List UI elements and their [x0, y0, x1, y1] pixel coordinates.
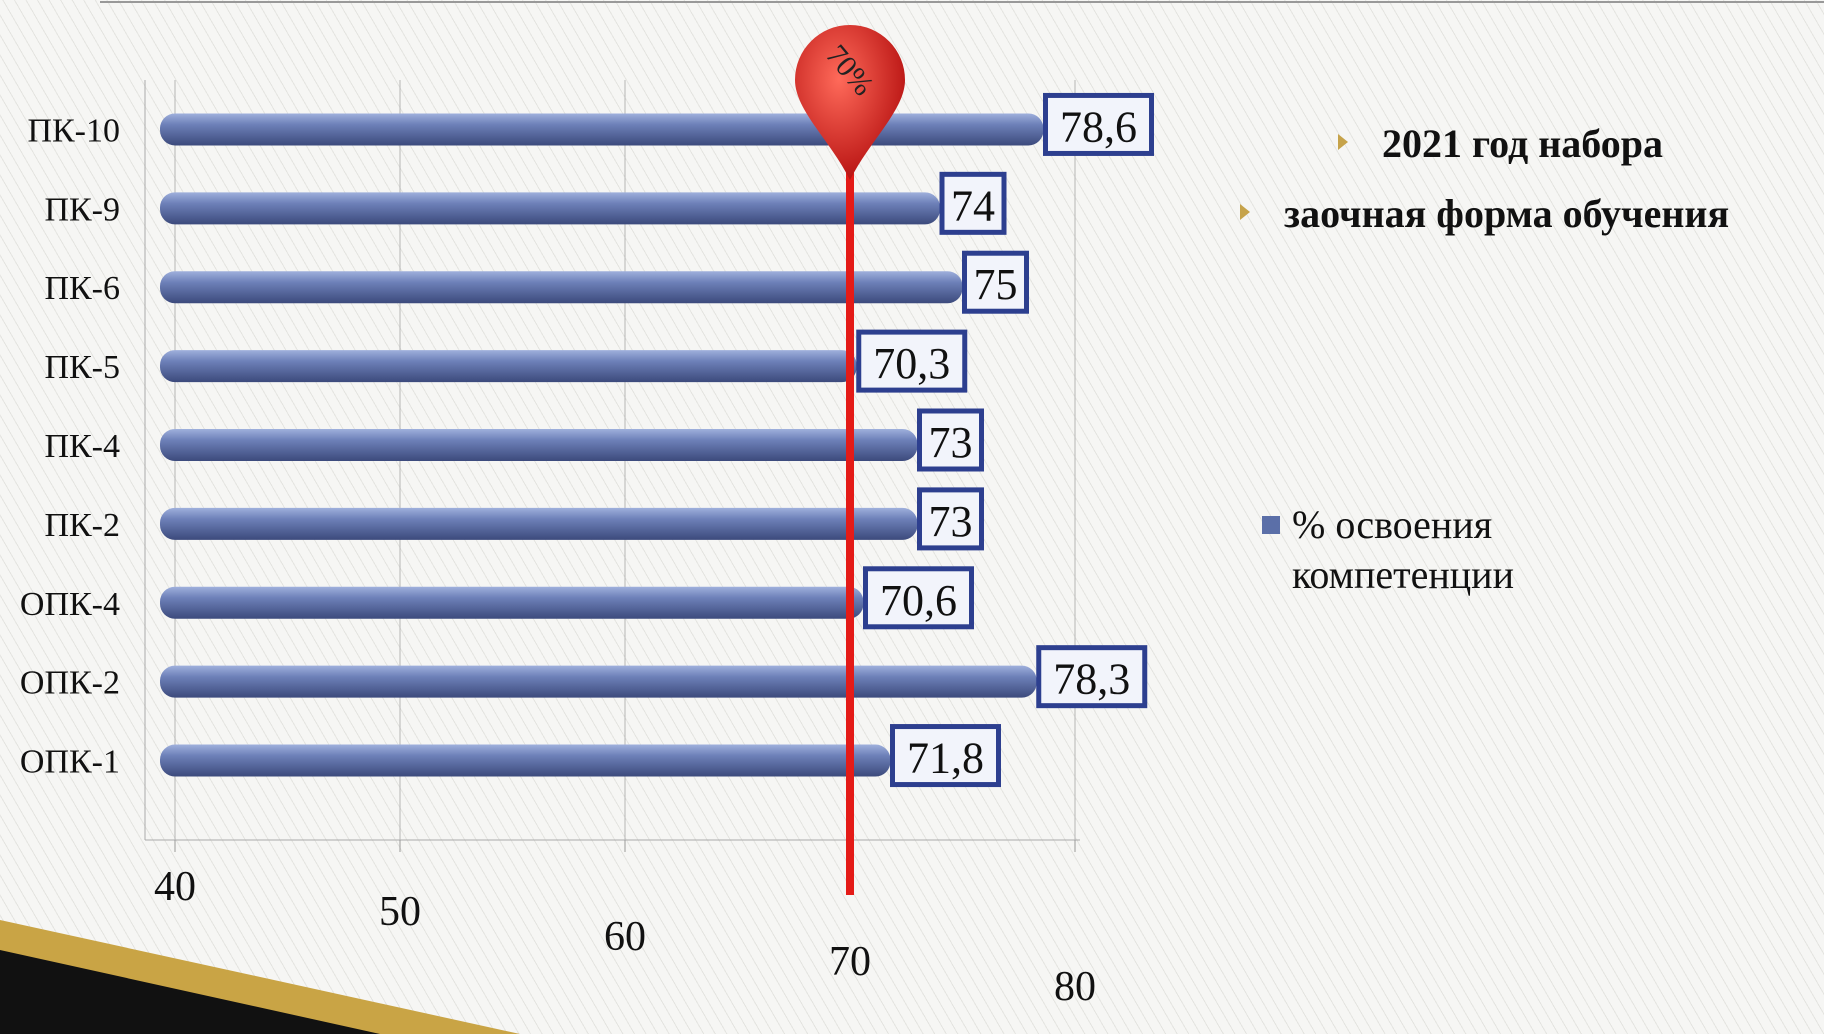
- x-tick-label: 60: [604, 914, 646, 960]
- y-tick-label: ОПК-2: [20, 665, 120, 702]
- value-label-box: 73: [917, 487, 984, 551]
- reference-pin: [794, 24, 905, 180]
- value-label-frame: [1036, 645, 1148, 709]
- value-label-box: 73: [917, 408, 984, 472]
- value-label: 74: [951, 181, 995, 230]
- value-label-frame: [962, 250, 1029, 314]
- y-tick-label: ОПК-4: [20, 586, 120, 623]
- value-label-box: 74: [939, 171, 1007, 235]
- value-label-frame: [863, 566, 974, 630]
- value-label: 78,6: [1060, 102, 1137, 151]
- bullet: заочная форма обучения: [1239, 191, 1730, 236]
- value-label-frame: [890, 724, 1001, 788]
- bar: [160, 665, 1037, 698]
- value-label-frame: [917, 408, 984, 472]
- x-tick-label: 40: [154, 864, 196, 910]
- value-label-box: 71,8: [890, 724, 1001, 788]
- y-tick-label: ПК-9: [44, 191, 120, 228]
- legend: % освоения компетенции: [1262, 500, 1622, 600]
- value-label: 73: [929, 497, 973, 546]
- decor-wedge-dark: [0, 950, 380, 1034]
- x-tick-label: 80: [1054, 964, 1096, 1010]
- bar: [160, 744, 891, 777]
- y-tick-label: ПК-2: [44, 507, 120, 544]
- y-tick-label: ПК-5: [44, 349, 120, 386]
- value-label-frame: [917, 487, 984, 551]
- bar: [160, 507, 918, 540]
- value-label: 73: [929, 418, 973, 467]
- y-tick-label: ОПК-1: [20, 744, 120, 781]
- bar: [160, 113, 1044, 146]
- value-label-box: 70,3: [856, 329, 968, 393]
- value-label: 70,3: [873, 339, 950, 388]
- value-label-frame: [939, 171, 1007, 235]
- bar: [160, 429, 918, 461]
- x-tick-label: 70: [829, 939, 871, 985]
- value-label-box: 75: [962, 250, 1029, 314]
- legend-label: % освоения компетенции: [1292, 502, 1514, 597]
- value-label: 75: [974, 260, 1018, 309]
- value-label-box: 78,6: [1043, 92, 1154, 156]
- value-label-box: 70,6: [863, 566, 974, 630]
- y-tick-label: ПК-6: [44, 270, 120, 307]
- value-label-frame: [1043, 92, 1154, 156]
- y-tick-label: ПК-10: [27, 112, 120, 149]
- legend-swatch: [1262, 516, 1280, 534]
- value-label: 70,6: [880, 576, 957, 625]
- y-tick-label: ПК-4: [44, 428, 120, 465]
- value-label-frame: [856, 329, 968, 393]
- bar: [160, 350, 857, 383]
- value-label-box: 78,3: [1036, 645, 1148, 709]
- value-label: 71,8: [907, 734, 984, 783]
- bar: [160, 586, 864, 619]
- bar: [160, 192, 940, 225]
- bullet: 2021 год набора: [1337, 121, 1664, 166]
- value-label: 78,3: [1053, 655, 1130, 704]
- x-tick-label: 50: [379, 889, 421, 935]
- bar: [160, 271, 963, 304]
